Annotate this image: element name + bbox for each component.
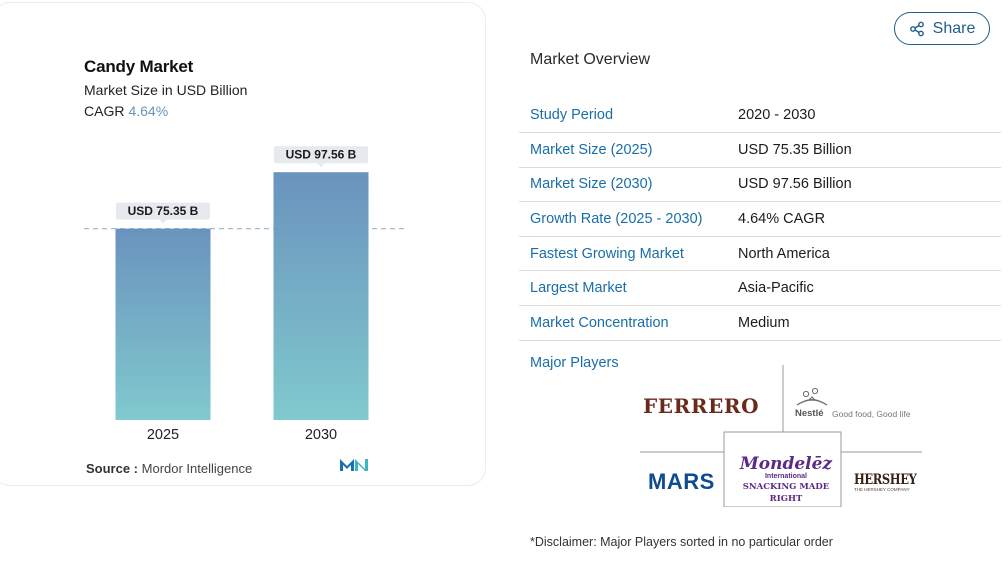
cagr-line: CAGR 4.64% [84,103,168,119]
hershey-sub: THE HERSHEY COMPANY [854,487,910,492]
x-tick-label: 2030 [305,427,337,443]
row-label[interactable]: Market Concentration [519,305,738,341]
row-value: USD 75.35 Billion [738,132,1001,168]
data-label-badge [116,202,210,220]
data-label-pointer [317,163,325,168]
row-label[interactable]: Market Size (2025) [519,132,738,168]
cagr-label: CAGR [84,103,125,119]
row-label[interactable]: Fastest Growing Market [519,236,738,272]
hershey-wordmark: HERSHEY [854,472,917,488]
mars-logo[interactable]: MARS [648,469,715,494]
table-row: Fastest Growing Market North America [519,236,1001,272]
row-label[interactable]: Largest Market [519,270,738,307]
major-players-grid: FERRERO Nestlé Good food, Good life MARS… [640,365,922,507]
table-row: Growth Rate (2025 - 2030) 4.64% CAGR [519,201,1001,237]
nestle-tagline: Good food, Good life [832,409,911,419]
overview-table: Study Period 2020 - 2030 Market Size (20… [519,98,1001,341]
data-label-pointer [159,219,167,224]
mordor-logo-icon [340,459,368,471]
chart-subtitle: Market Size in USD Billion [84,82,248,98]
share-label: Share [932,19,976,37]
hershey-logo[interactable]: HERSHEY THE HERSHEY COMPANY [854,472,917,492]
share-button[interactable]: Share [894,12,990,45]
x-tick-label: 2025 [147,427,179,443]
bar-chart: USD 75.35 B 2025 USD 97.56 B 2030 [84,146,404,443]
bar [115,228,211,420]
row-value: Medium [738,305,1001,341]
row-value: North America [738,236,1001,272]
data-label-badge [274,146,368,164]
row-value: 4.64% CAGR [738,201,1001,237]
row-value: USD 97.56 Billion [738,167,1001,203]
row-value: 2020 - 2030 [738,98,1001,134]
source-line: Source : Mordor Intelligence [86,461,252,476]
ferrero-logo[interactable]: FERRERO [643,394,760,418]
overview-title: Market Overview [530,51,651,68]
data-label: USD 75.35 B [128,204,199,218]
bar [273,172,369,420]
table-row: Study Period 2020 - 2030 [519,98,1001,134]
cagr-value: 4.64% [128,103,169,119]
disclaimer: *Disclaimer: Major Players sorted in no … [530,535,833,549]
row-label[interactable]: Study Period [519,98,738,134]
mondelez-sub: International [764,473,807,480]
chart-card [0,2,486,486]
mondelez-tagline: SNACKING MADE RIGHT [742,482,830,504]
table-row: Market Size (2030) USD 97.56 Billion [519,167,1001,203]
mondelez-wordmark: Mondelēz [739,454,833,474]
nestle-wordmark: Nestlé [795,408,824,419]
row-label[interactable]: Market Size (2030) [519,167,738,203]
data-label: USD 97.56 B [286,148,357,162]
source-name: Mordor Intelligence [141,461,253,476]
players-grid-lines [640,365,922,507]
row-value: Asia-Pacific [738,270,1001,307]
table-row: Market Concentration Medium [519,305,1001,341]
major-players-label[interactable]: Major Players [530,355,619,371]
table-row: Largest Market Asia-Pacific [519,270,1001,307]
mondelez-logo[interactable]: Mondelēz International SNACKING MADE RIG… [732,456,840,505]
share-icon [909,21,924,36]
row-label[interactable]: Growth Rate (2025 - 2030) [519,201,738,237]
chart-title: Candy Market [84,57,194,76]
source-label: Source : [86,461,139,476]
table-row: Market Size (2025) USD 75.35 Billion [519,132,1001,168]
nest-icon [796,387,828,406]
